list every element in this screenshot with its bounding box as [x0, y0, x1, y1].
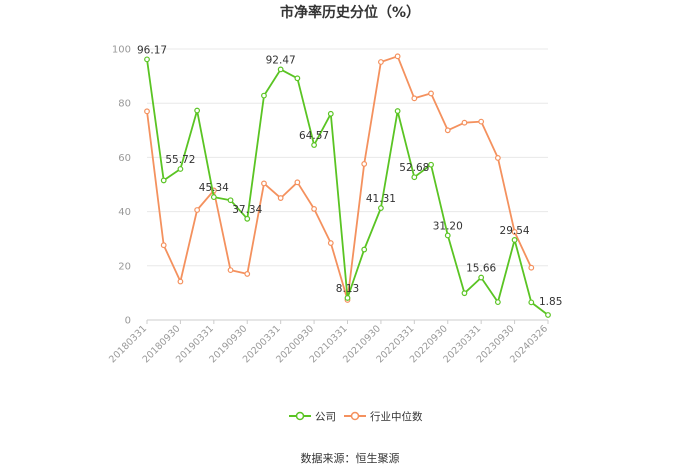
industry-median-point — [428, 90, 434, 97]
industry-median-point — [311, 205, 317, 212]
chart-title: 市净率历史分位（%） — [280, 4, 420, 21]
industry-median-point — [444, 127, 451, 134]
data-label: 29.54 — [500, 225, 530, 237]
industry-median-point — [277, 195, 284, 201]
industry-median-point — [478, 118, 485, 125]
industry-median-point — [378, 59, 384, 65]
industry-median-point — [261, 180, 267, 187]
company-point — [227, 197, 234, 204]
y-tick-label: 80 — [118, 99, 131, 110]
legend-label: 行业中位数 — [370, 410, 423, 423]
y-tick-label: 100 — [112, 45, 131, 56]
company-point — [428, 161, 434, 168]
company-point — [277, 66, 284, 73]
y-axis: 0 20 40 60 80 100 — [112, 45, 131, 327]
company-point — [344, 295, 351, 301]
data-label: 96.17 — [137, 44, 167, 56]
data-label: 52.68 — [399, 162, 429, 174]
data-label: 31.20 — [433, 220, 463, 232]
industry-median-point — [494, 155, 501, 161]
data-label: 55.72 — [165, 154, 195, 166]
company-point — [144, 56, 150, 63]
industry-median-point — [177, 278, 184, 285]
legend[interactable]: 公司 行业中位数 — [289, 410, 423, 423]
company-point — [311, 142, 317, 148]
data-label: 1.85 — [539, 296, 562, 308]
company-point — [327, 110, 334, 117]
data-label: 64.57 — [299, 130, 329, 142]
company-point — [378, 205, 384, 211]
company-point — [244, 215, 251, 222]
data-label: 92.47 — [266, 54, 296, 66]
industry-median-point — [244, 271, 251, 277]
company-point — [160, 177, 167, 184]
legend-swatch-marker — [295, 411, 305, 421]
industry-median-point — [411, 95, 418, 102]
y-tick-label: 60 — [118, 153, 131, 164]
data-label: 15.66 — [466, 263, 496, 275]
industry-median-point — [361, 161, 368, 167]
company-point — [194, 107, 201, 114]
company-point — [478, 274, 485, 281]
legend-label: 公司 — [315, 411, 336, 423]
industry-median-point — [394, 53, 401, 60]
company-point — [511, 237, 518, 243]
legend-item-industry-median[interactable]: 行业中位数 — [344, 410, 423, 423]
company-point — [177, 166, 184, 172]
industry-median-point — [294, 179, 301, 186]
company-point — [528, 299, 535, 306]
y-tick-label: 0 — [125, 316, 131, 327]
source-note: 数据来源：恒生聚源 — [301, 451, 400, 465]
company-point — [545, 312, 551, 318]
series-lines — [144, 53, 551, 318]
data-label: 37.34 — [232, 204, 262, 216]
legend-item-company[interactable]: 公司 — [289, 411, 336, 423]
x-axis: 2018033120180930201903312019093020200331… — [107, 320, 550, 365]
y-tick-label: 20 — [118, 261, 131, 272]
legend-swatch-marker — [350, 411, 360, 421]
industry-median-point — [528, 264, 535, 271]
industry-median-point — [511, 229, 518, 235]
industry-median-point — [327, 240, 334, 246]
y-tick-label: 40 — [118, 207, 131, 218]
industry-median-point — [160, 242, 167, 249]
industry-median-point — [144, 108, 150, 115]
company-point — [210, 194, 217, 201]
company-point — [361, 246, 368, 253]
company-point — [294, 75, 301, 82]
company-point — [494, 299, 501, 306]
data-label: 8.13 — [336, 283, 359, 295]
industry-median-point — [461, 119, 468, 126]
company-point — [411, 174, 418, 181]
data-label: 45.34 — [199, 182, 229, 194]
company-point — [461, 290, 468, 297]
company-point — [444, 232, 451, 239]
company-point — [261, 92, 267, 99]
company-point — [394, 108, 401, 114]
industry-median-point — [194, 207, 201, 213]
data-label: 41.31 — [366, 193, 396, 205]
industry-median-point — [227, 267, 234, 274]
